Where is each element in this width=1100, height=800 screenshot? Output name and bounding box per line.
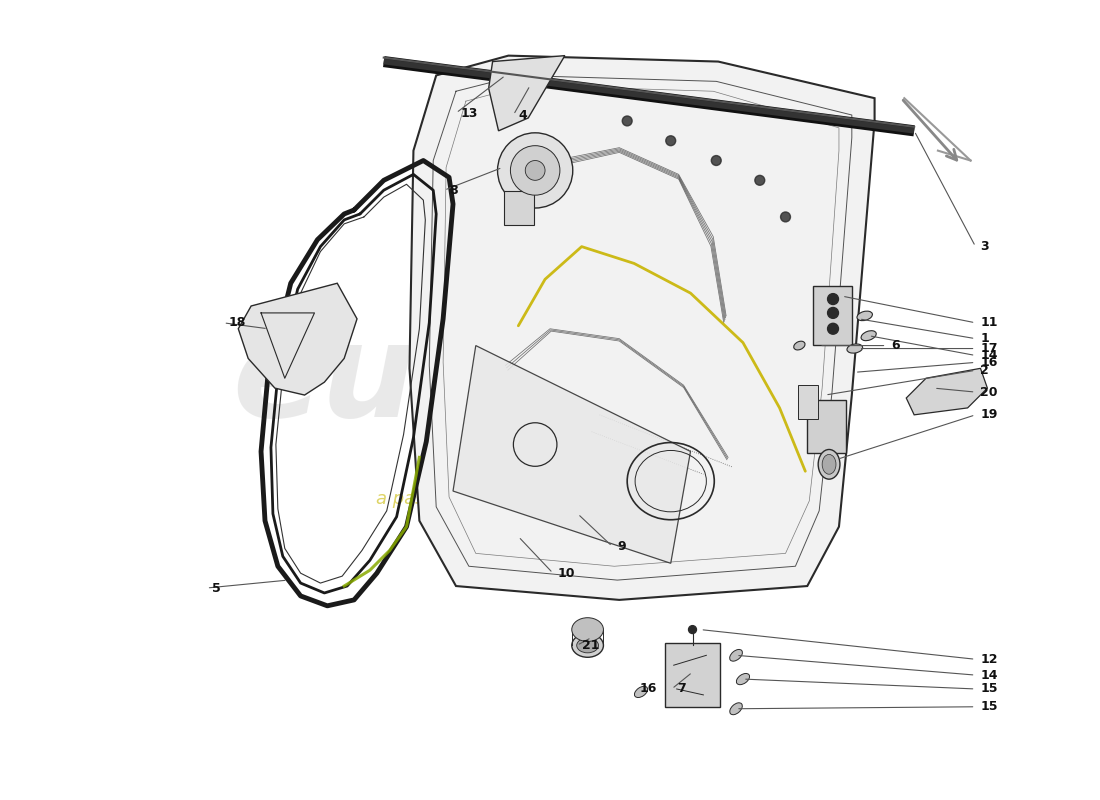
Polygon shape — [453, 346, 691, 563]
FancyBboxPatch shape — [807, 400, 846, 454]
Polygon shape — [409, 56, 874, 600]
Text: Parts: Parts — [456, 317, 842, 444]
Ellipse shape — [857, 311, 872, 321]
Text: 15: 15 — [980, 700, 998, 714]
FancyBboxPatch shape — [813, 286, 851, 345]
Text: 8: 8 — [449, 184, 458, 197]
Ellipse shape — [736, 674, 749, 685]
Text: 2: 2 — [980, 364, 989, 377]
Ellipse shape — [818, 450, 840, 479]
Text: 14: 14 — [980, 349, 998, 362]
Text: 20: 20 — [980, 386, 998, 398]
Circle shape — [781, 212, 791, 222]
Ellipse shape — [635, 686, 648, 698]
Ellipse shape — [572, 634, 604, 658]
Text: 7: 7 — [676, 682, 685, 695]
Ellipse shape — [729, 702, 743, 714]
Circle shape — [712, 155, 722, 166]
Text: a passion for performance 1985: a passion for performance 1985 — [376, 490, 664, 508]
Text: 17: 17 — [980, 342, 998, 355]
Text: 16: 16 — [639, 682, 657, 695]
Text: 16: 16 — [980, 356, 998, 369]
Text: 5: 5 — [211, 582, 220, 594]
Text: 13: 13 — [461, 106, 478, 119]
Polygon shape — [906, 368, 988, 415]
Ellipse shape — [729, 650, 743, 661]
Text: 3: 3 — [980, 240, 989, 253]
Circle shape — [497, 133, 573, 208]
Text: 15: 15 — [980, 682, 998, 695]
Polygon shape — [239, 283, 358, 395]
Circle shape — [623, 116, 632, 126]
Text: 1: 1 — [980, 332, 989, 345]
Ellipse shape — [794, 341, 805, 350]
Ellipse shape — [572, 618, 604, 642]
Ellipse shape — [861, 330, 877, 341]
Circle shape — [666, 136, 675, 146]
Circle shape — [755, 175, 764, 186]
FancyBboxPatch shape — [799, 385, 818, 419]
Text: 9: 9 — [617, 540, 626, 553]
Polygon shape — [488, 56, 564, 131]
Text: 11: 11 — [980, 316, 998, 330]
Circle shape — [827, 307, 838, 318]
Circle shape — [526, 161, 546, 180]
FancyBboxPatch shape — [505, 191, 535, 225]
Text: 12: 12 — [980, 653, 998, 666]
Ellipse shape — [576, 638, 598, 653]
Circle shape — [827, 294, 838, 305]
Text: 4: 4 — [518, 109, 527, 122]
Circle shape — [510, 146, 560, 195]
Circle shape — [827, 323, 838, 334]
FancyBboxPatch shape — [664, 643, 720, 706]
Text: 6: 6 — [891, 339, 900, 352]
Ellipse shape — [822, 454, 836, 474]
Text: 10: 10 — [558, 566, 575, 580]
Circle shape — [689, 626, 696, 634]
Text: euro: euro — [232, 317, 571, 444]
Text: 21: 21 — [582, 639, 600, 652]
Text: 14: 14 — [980, 669, 998, 682]
Ellipse shape — [847, 344, 862, 353]
Text: 18: 18 — [229, 316, 245, 330]
Text: 19: 19 — [980, 408, 998, 422]
